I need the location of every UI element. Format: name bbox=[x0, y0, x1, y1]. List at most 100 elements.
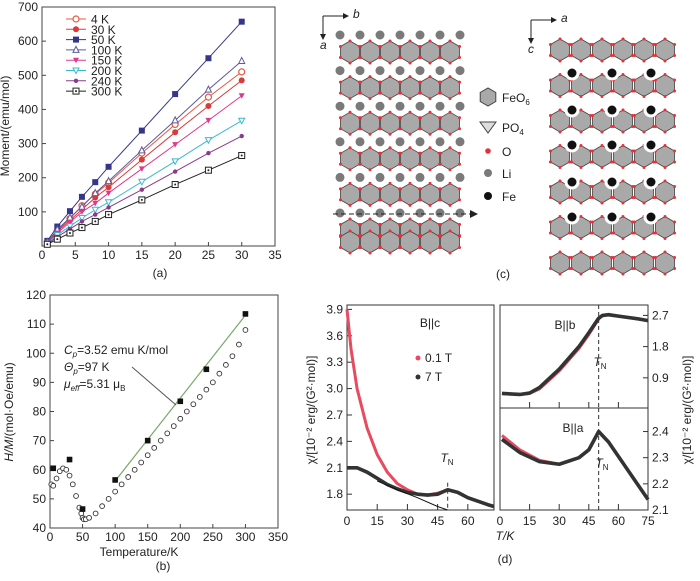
x-tick-label: 5 bbox=[72, 248, 79, 262]
iron-atom bbox=[607, 140, 617, 150]
oxygen-atom bbox=[642, 201, 646, 205]
feo6-octahedron bbox=[340, 40, 360, 64]
data-point bbox=[66, 208, 73, 215]
lithium-atom bbox=[335, 208, 345, 218]
text-span: B bbox=[120, 384, 125, 393]
lithium-atom bbox=[415, 30, 425, 40]
oxygen-atom bbox=[338, 187, 342, 191]
oxygen-atom bbox=[579, 215, 583, 218]
lithium-atom bbox=[335, 30, 345, 40]
oxygen-atom bbox=[548, 231, 552, 235]
oxygen-atom bbox=[338, 127, 342, 131]
data-point-dot bbox=[174, 183, 177, 186]
feo6-octahedron bbox=[655, 109, 675, 133]
lithium-atom bbox=[335, 101, 345, 111]
y-axis-label-right: χ/[10⁻² erg/(G²·mol)] bbox=[680, 356, 694, 465]
data-point bbox=[237, 56, 246, 64]
feo6-octahedron bbox=[380, 182, 400, 206]
data-point-circle bbox=[66, 472, 73, 479]
lithium-atom bbox=[355, 137, 365, 147]
data-point bbox=[172, 129, 179, 136]
legend-marker bbox=[73, 36, 79, 43]
y-tick-label: 2.4 bbox=[652, 425, 669, 439]
feo6-octahedron bbox=[592, 251, 612, 275]
oxygen-atom bbox=[579, 37, 583, 41]
oxygen-atom bbox=[428, 132, 432, 136]
iron-atom bbox=[646, 105, 656, 115]
feo6-octahedron bbox=[634, 251, 654, 275]
oxygen-atom bbox=[569, 54, 573, 57]
oxygen-atom bbox=[590, 231, 594, 235]
oxygen-atom bbox=[408, 203, 412, 207]
oxygen-atom bbox=[600, 272, 604, 276]
oxygen-atom bbox=[448, 132, 452, 136]
data-point-circle bbox=[229, 353, 236, 360]
oxygen-atom bbox=[368, 61, 372, 65]
text-span: eff bbox=[71, 384, 81, 393]
text-span: T bbox=[440, 451, 449, 465]
lithium-atom bbox=[415, 172, 425, 182]
data-point bbox=[204, 85, 213, 93]
oxygen-atom bbox=[348, 181, 352, 185]
subplot-label: B||c bbox=[420, 316, 440, 330]
arrow-head bbox=[551, 17, 557, 23]
oxygen-atom bbox=[448, 217, 452, 221]
legend-label: 240 K bbox=[91, 74, 122, 88]
data-point-circle bbox=[183, 408, 190, 415]
oxygen-atom bbox=[458, 223, 462, 226]
oxygen-atom bbox=[378, 45, 382, 48]
oxygen-atom bbox=[378, 56, 382, 59]
oxygen-atom bbox=[408, 251, 412, 255]
subplot-label: B||b bbox=[555, 318, 576, 332]
oxygen-atom bbox=[388, 75, 392, 79]
iron-atom bbox=[607, 105, 617, 115]
oxygen-atom bbox=[338, 223, 342, 226]
feo6-octahedron bbox=[655, 251, 675, 275]
oxygen-atom bbox=[611, 231, 615, 235]
oxygen-atom bbox=[558, 215, 562, 218]
data-point-circle bbox=[242, 327, 249, 333]
oxygen-atom bbox=[558, 37, 562, 41]
feo6-octahedron bbox=[340, 147, 360, 171]
oxygen-atom bbox=[438, 56, 442, 59]
oxygen-atom bbox=[368, 229, 372, 233]
oxygen-atom bbox=[438, 151, 442, 155]
oxygen-atom bbox=[590, 267, 594, 270]
oxygen-atom bbox=[621, 250, 625, 254]
text-span: N bbox=[448, 458, 454, 467]
y-tick-label: 2.3 bbox=[652, 451, 669, 465]
oxygen-atom bbox=[548, 220, 552, 224]
oxygen-atom bbox=[579, 179, 583, 183]
oxygen-atom bbox=[569, 267, 573, 270]
data-point-circle bbox=[157, 437, 164, 444]
y-axis-label: Moment/(emu/mol) bbox=[0, 76, 12, 177]
oxygen-atom bbox=[621, 59, 625, 63]
legend-marker bbox=[72, 15, 80, 23]
annotation-line: Θp=97 K bbox=[64, 360, 110, 376]
x-tick-label: 30 bbox=[235, 248, 249, 262]
data-point-circle bbox=[112, 488, 118, 495]
oxygen-atom bbox=[548, 185, 552, 188]
oxygen-atom bbox=[418, 235, 422, 238]
oxygen-atom bbox=[388, 146, 392, 150]
oxygen-atom bbox=[621, 201, 625, 205]
lithium-atom bbox=[375, 208, 385, 218]
oxygen-atom bbox=[673, 160, 677, 164]
y-axis-label: H/M/(mol·Oe/emu) bbox=[2, 362, 16, 461]
x-tick-label: 150 bbox=[138, 530, 158, 544]
y-tick-label: 3.9 bbox=[326, 302, 343, 316]
oxygen-atom bbox=[458, 246, 462, 249]
data-point-circle bbox=[92, 510, 99, 517]
text-span: =3.52 emu K/mol bbox=[77, 343, 168, 357]
oxygen-atom bbox=[663, 272, 667, 276]
feo6-octahedron bbox=[360, 182, 380, 206]
tn-label: TN bbox=[593, 355, 606, 371]
oxygen-atom bbox=[418, 116, 422, 120]
oxygen-atom bbox=[358, 162, 362, 166]
oxygen-atom bbox=[600, 108, 604, 112]
x-axis-label: T/K bbox=[496, 529, 516, 543]
oxygen-atom bbox=[548, 267, 552, 270]
x-tick-label: 45 bbox=[582, 514, 596, 528]
feo6-octahedron bbox=[340, 182, 360, 206]
oxygen-atom bbox=[408, 168, 412, 172]
